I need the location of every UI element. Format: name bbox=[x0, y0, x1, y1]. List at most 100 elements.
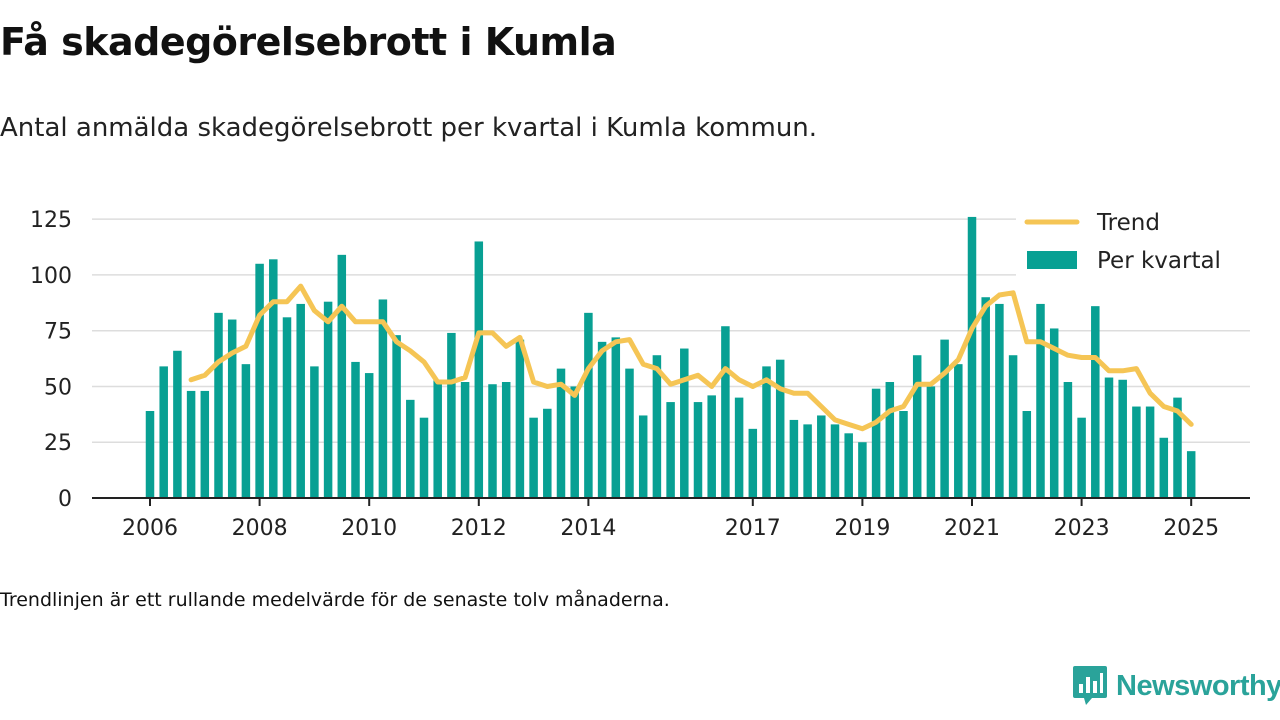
bar bbox=[1104, 377, 1114, 498]
bar bbox=[1022, 411, 1032, 498]
bar bbox=[912, 355, 922, 498]
y-tick-label: 0 bbox=[58, 487, 72, 512]
x-tick-label: 2012 bbox=[451, 516, 507, 541]
bar bbox=[1132, 406, 1141, 498]
bar bbox=[775, 359, 785, 498]
legend-bar-swatch bbox=[1027, 251, 1077, 269]
x-tick-label: 2010 bbox=[341, 516, 397, 541]
bar bbox=[584, 312, 593, 498]
bar bbox=[885, 382, 895, 498]
bar bbox=[282, 317, 292, 498]
bar bbox=[748, 428, 758, 498]
y-tick-label: 50 bbox=[44, 375, 72, 400]
bar bbox=[734, 397, 744, 498]
bar bbox=[255, 263, 264, 498]
bar bbox=[830, 424, 840, 498]
bar bbox=[1186, 451, 1196, 498]
bar bbox=[310, 366, 319, 498]
bar bbox=[474, 241, 484, 498]
footnote: Trendlinjen är ett rullande medelvärde f… bbox=[0, 589, 670, 611]
bar bbox=[625, 368, 634, 498]
bar bbox=[364, 373, 374, 498]
bar bbox=[378, 299, 388, 498]
bar bbox=[1145, 406, 1155, 498]
bar bbox=[406, 399, 415, 498]
bar bbox=[817, 415, 826, 498]
bar-series bbox=[145, 216, 1196, 498]
y-tick-label: 25 bbox=[44, 431, 72, 456]
bar bbox=[926, 386, 936, 498]
bar bbox=[1077, 417, 1086, 498]
bar bbox=[666, 402, 675, 498]
bar bbox=[227, 319, 237, 498]
x-tick-label: 2014 bbox=[560, 516, 616, 541]
bar bbox=[954, 364, 963, 498]
bar bbox=[871, 388, 881, 498]
bar bbox=[1159, 437, 1169, 498]
bar bbox=[940, 339, 949, 498]
bar bbox=[214, 312, 223, 498]
bar bbox=[323, 301, 333, 498]
bar bbox=[638, 415, 648, 498]
bar bbox=[419, 417, 429, 498]
bar bbox=[488, 384, 497, 498]
bar bbox=[1036, 303, 1045, 498]
bar bbox=[1091, 306, 1100, 498]
bar bbox=[570, 386, 579, 498]
bar bbox=[337, 254, 347, 498]
bar bbox=[1118, 379, 1127, 498]
chart: 0 25 50 75 100 125 2006 2008 2010 2012 2014 2017 201… bbox=[30, 204, 1250, 541]
bar bbox=[556, 368, 566, 498]
bar bbox=[186, 390, 196, 498]
bar bbox=[803, 424, 812, 498]
bar bbox=[1063, 382, 1073, 498]
bar bbox=[967, 216, 977, 498]
x-tick-label: 2023 bbox=[1054, 516, 1110, 541]
bar bbox=[241, 364, 251, 498]
x-tick-label: 2025 bbox=[1163, 516, 1219, 541]
x-tick-label: 2021 bbox=[944, 516, 1000, 541]
bar bbox=[1049, 328, 1059, 498]
bar bbox=[680, 348, 689, 498]
x-tick-label: 2017 bbox=[725, 516, 781, 541]
legend-bar-label: Per kvartal bbox=[1097, 248, 1221, 274]
bar bbox=[269, 259, 278, 498]
legend: Trend Per kvartal bbox=[1016, 204, 1250, 282]
brand-logo: Newsworthy bbox=[1072, 665, 1280, 707]
bar bbox=[159, 366, 168, 498]
bar bbox=[351, 361, 360, 498]
axes: 0 25 50 75 100 125 2006 2008 2010 2012 2014 2017 201… bbox=[30, 208, 1250, 541]
bar bbox=[844, 433, 853, 498]
bar bbox=[693, 402, 703, 498]
legend-trend-label: Trend bbox=[1096, 210, 1160, 236]
bar bbox=[981, 297, 990, 498]
bar bbox=[173, 350, 182, 498]
bar bbox=[447, 332, 456, 498]
bar bbox=[789, 419, 799, 498]
bar bbox=[611, 337, 621, 498]
trend-line bbox=[188, 283, 1194, 432]
newsworthy-logo-icon bbox=[1073, 666, 1107, 705]
bar bbox=[858, 442, 867, 498]
x-tick-label: 2019 bbox=[834, 516, 890, 541]
bar bbox=[1008, 355, 1018, 498]
bar bbox=[543, 408, 552, 498]
y-tick-label: 100 bbox=[30, 264, 72, 289]
bar bbox=[145, 411, 155, 498]
bar bbox=[460, 382, 470, 498]
x-tick-label: 2006 bbox=[122, 516, 178, 541]
bar bbox=[1173, 397, 1182, 498]
bar bbox=[995, 303, 1004, 498]
chart-subtitle: Antal anmälda skadegörelsebrott per kvar… bbox=[0, 113, 818, 143]
bar bbox=[515, 339, 525, 498]
bar bbox=[529, 417, 538, 498]
bar bbox=[501, 382, 511, 498]
bar bbox=[762, 366, 771, 498]
chart-title: Få skadegörelsebrott i Kumla bbox=[0, 20, 617, 64]
bar bbox=[707, 395, 716, 498]
brand-name: Newsworthy bbox=[1116, 669, 1280, 702]
y-tick-label: 125 bbox=[30, 208, 72, 233]
bar bbox=[296, 303, 305, 498]
bar bbox=[899, 411, 908, 498]
x-tick-label: 2008 bbox=[232, 516, 288, 541]
